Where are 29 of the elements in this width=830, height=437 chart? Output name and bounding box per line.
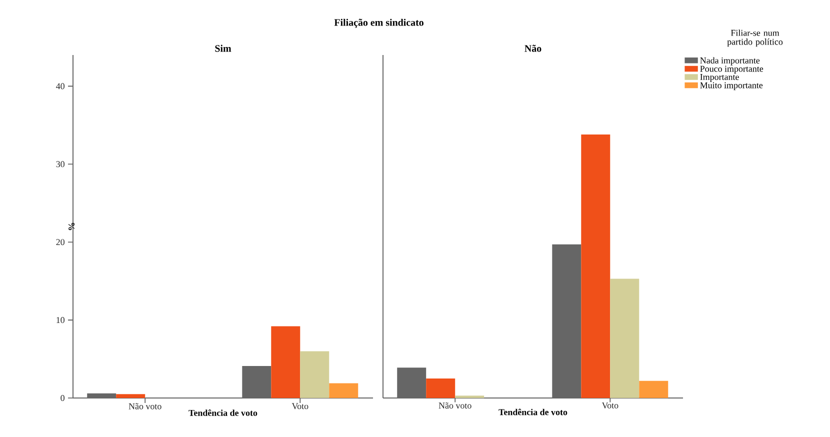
- y-axis-title: %: [68, 222, 75, 230]
- legend-label: Pouco importante: [700, 66, 764, 74]
- legend-title: Filiar-se num partido político: [727, 30, 783, 47]
- bar: [455, 396, 484, 398]
- x-tick-label: Voto: [602, 402, 618, 408]
- chart-title: Filiação em sindicato: [334, 18, 424, 28]
- x-tick-label: Não voto: [438, 402, 472, 409]
- bar: [426, 378, 456, 398]
- y-tick-label: 30: [56, 161, 64, 168]
- bar: [300, 351, 330, 398]
- x-axis-title: Tendência de voto: [188, 410, 258, 416]
- bar: [639, 380, 668, 398]
- x-tick-label: Voto: [292, 403, 308, 410]
- bar: [581, 134, 610, 398]
- chart-subtitle: Não: [524, 44, 542, 52]
- legend-label: Muito importante: [700, 82, 763, 90]
- bar: [116, 394, 146, 398]
- y-tick-label: 0: [60, 394, 64, 402]
- bar: [329, 383, 358, 398]
- y-tick-label: 40: [56, 83, 64, 90]
- legend-label: Nada importante: [700, 57, 760, 66]
- x-tick-label: Não voto: [128, 403, 162, 410]
- bar: [610, 278, 640, 398]
- x-axis-title: Tendência de voto: [498, 408, 568, 416]
- y-tick-label: 10: [56, 317, 64, 324]
- y-tick-label: 20: [56, 239, 64, 246]
- legend-label: Importante: [700, 74, 739, 82]
- chart-subtitle: Sim: [215, 44, 232, 52]
- bar: [271, 326, 300, 398]
